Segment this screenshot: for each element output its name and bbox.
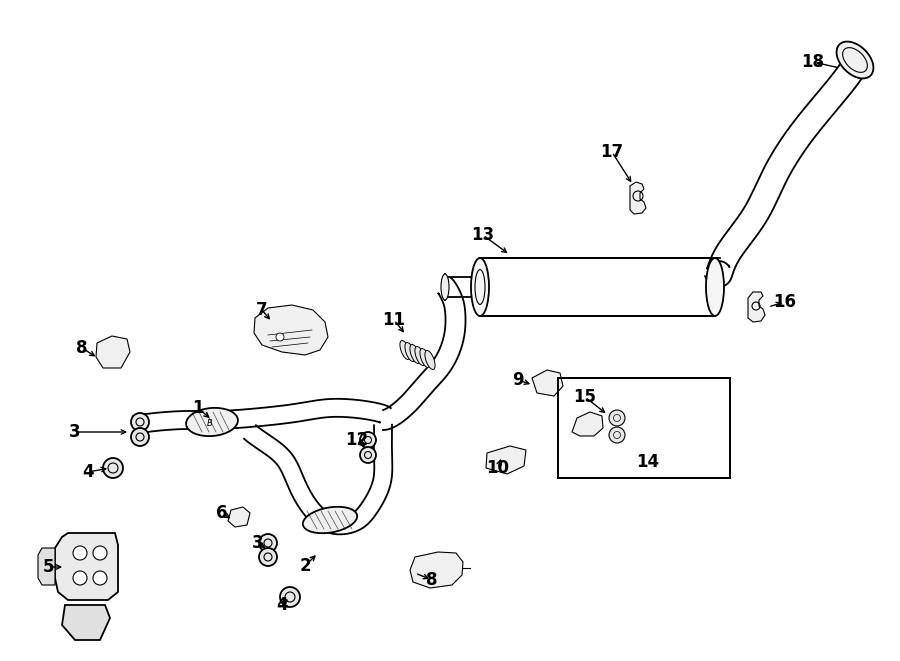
Polygon shape [572,412,603,436]
Polygon shape [55,533,118,600]
Text: 15: 15 [573,388,597,406]
Circle shape [609,427,625,443]
Circle shape [103,458,123,478]
Text: 4: 4 [82,463,94,481]
Polygon shape [228,507,250,527]
Ellipse shape [441,274,449,300]
Circle shape [609,410,625,426]
Text: 8: 8 [427,571,437,589]
Circle shape [93,571,107,585]
Polygon shape [748,292,765,322]
Text: 11: 11 [382,311,406,329]
Text: 7: 7 [256,301,268,319]
Polygon shape [410,552,463,588]
Text: 18: 18 [802,53,824,71]
Ellipse shape [425,350,435,369]
Ellipse shape [415,346,425,366]
Circle shape [259,534,277,552]
Ellipse shape [706,258,724,316]
Polygon shape [254,305,328,355]
Ellipse shape [471,258,489,316]
Text: 3: 3 [69,423,81,441]
Text: 10: 10 [487,459,509,477]
Polygon shape [630,182,646,214]
Circle shape [360,447,376,463]
Circle shape [73,571,87,585]
Circle shape [73,546,87,560]
Ellipse shape [420,348,430,368]
Circle shape [280,587,300,607]
Text: B: B [207,418,213,428]
Ellipse shape [302,507,357,533]
Ellipse shape [837,42,873,79]
Ellipse shape [400,340,410,360]
Circle shape [360,432,376,448]
Circle shape [259,548,277,566]
Text: 2: 2 [299,557,310,575]
Text: 9: 9 [512,371,524,389]
Polygon shape [532,370,563,396]
Ellipse shape [405,342,415,362]
Ellipse shape [410,344,420,364]
Polygon shape [38,548,55,585]
Text: 5: 5 [42,558,54,576]
Text: 3: 3 [252,534,264,552]
Bar [480,258,715,316]
Circle shape [131,413,149,431]
Polygon shape [96,336,130,368]
Polygon shape [486,446,526,474]
Text: 8: 8 [76,339,88,357]
Text: 16: 16 [773,293,796,311]
Circle shape [276,333,284,341]
Text: 14: 14 [636,453,660,471]
Circle shape [93,546,107,560]
Polygon shape [62,605,110,640]
Text: 4: 4 [276,596,288,614]
Text: 13: 13 [472,226,495,244]
Text: 12: 12 [346,431,369,449]
Text: 17: 17 [600,143,624,161]
Bar [558,378,730,478]
Text: 1: 1 [193,399,203,417]
Ellipse shape [186,408,238,436]
Text: 6: 6 [216,504,228,522]
Circle shape [131,428,149,446]
